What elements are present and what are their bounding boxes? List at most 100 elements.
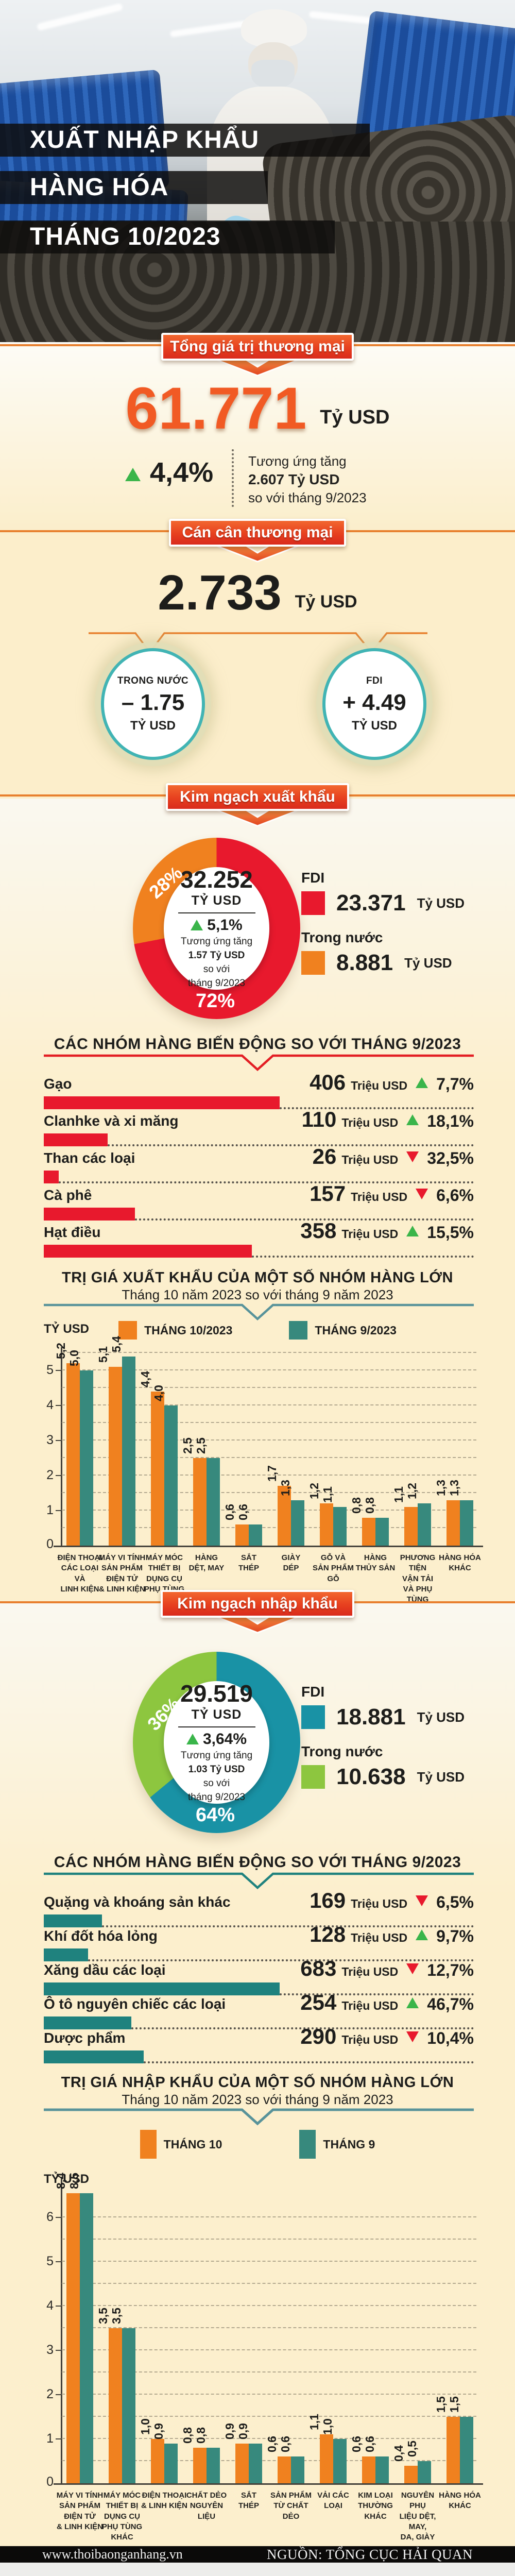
bar-value-label: 1,1 xyxy=(321,1486,334,1503)
commodity-label: Gạo xyxy=(44,1076,72,1092)
commodity-row: Khí đốt hóa lỏng 128 Triệu USD 9,7% xyxy=(44,1924,474,1961)
change-percent: 6,6% xyxy=(436,1186,474,1205)
bar-value-label: 4,0 xyxy=(152,1385,165,1401)
banner-label: Cán cân thương mại xyxy=(182,524,333,541)
legend-domestic-label: Trong nước xyxy=(301,929,383,945)
bar-value-label: 3,5 xyxy=(96,2308,110,2324)
chart-bar xyxy=(320,2434,333,2483)
chart-bar xyxy=(460,1500,473,1546)
commodity-label: Clanhke và xi măng xyxy=(44,1113,179,1129)
domestic-value: 8.881 xyxy=(336,950,393,975)
dotted-divider xyxy=(232,449,234,507)
bracket-line xyxy=(89,632,427,654)
gridline xyxy=(62,2261,476,2262)
dotted-leader xyxy=(280,1107,474,1109)
bar-value-label: 1,2 xyxy=(405,1483,419,1499)
gridline xyxy=(62,2349,476,2350)
export-note-2: so với xyxy=(203,963,230,975)
gridline xyxy=(62,2305,476,2306)
commodity-row: Ô tô nguyên chiếc các loại 254 Triệu USD 46… xyxy=(44,1992,474,2029)
value-unit: Triệu USD xyxy=(341,1227,399,1241)
commodity-row: Dược phẩm 290 Triệu USD 10,4% xyxy=(44,2026,474,2063)
y-tick-mark xyxy=(56,1405,61,1406)
category-label: SẢN PHẨM TỪ CHẤT DẺO xyxy=(270,2491,312,2521)
ceiling-light xyxy=(169,20,248,38)
change-percent: 9,7% xyxy=(436,1927,474,1945)
bar-value-label: 1,3 xyxy=(279,1480,292,1496)
commodity-value: 169 Triệu USD 6,5% xyxy=(310,1890,474,1912)
chart-bar xyxy=(193,2448,207,2483)
value-bar xyxy=(44,1171,59,1183)
category-label: HÀNG DỆT, MAY xyxy=(188,1553,225,1573)
commodity-label: Xăng dầu các loại xyxy=(44,1962,166,1978)
y-tick-mark xyxy=(56,2394,61,2395)
chart-bar xyxy=(193,1458,207,1546)
fdi-unit: TỶ USD xyxy=(351,718,397,733)
value-bar xyxy=(44,1245,252,1258)
up-triangle-icon xyxy=(406,1226,419,1236)
chart-bar xyxy=(122,2328,135,2483)
commodity-row: Xăng dầu các loại 683 Triệu USD 12,7% xyxy=(44,1958,474,1995)
bar-value-label: 5,4 xyxy=(110,1336,123,1352)
total-trade-unit: Tỷ USD xyxy=(320,406,390,428)
chart-bar xyxy=(418,2461,431,2483)
chart-bar xyxy=(418,1503,431,1546)
notch-divider-teal xyxy=(44,2108,474,2126)
bar-value-label: 0,6 xyxy=(265,2436,279,2452)
change-percent: 18,1% xyxy=(427,1112,474,1130)
fdi-swatch xyxy=(301,1705,325,1729)
chart-bar xyxy=(375,1518,389,1546)
chart-bar xyxy=(109,1367,122,1546)
export-donut-center: 32.252 TỶ USD 5,1% Tương ứng tăng 1.57 T… xyxy=(164,867,269,990)
oct-label: THÁNG 10 xyxy=(163,2137,222,2151)
sep-label: THÁNG 9/2023 xyxy=(315,1323,397,1337)
domestic-swatch xyxy=(301,1765,325,1789)
category-label: CHẤT DẺO NGUYÊN LIỆU xyxy=(186,2491,227,2521)
chart-bar xyxy=(375,2456,389,2483)
up-triangle-icon xyxy=(186,1734,199,1744)
y-tick-mark xyxy=(56,2217,61,2218)
value-bar xyxy=(44,2050,144,2063)
commodity-label: Khí đốt hóa lỏng xyxy=(44,1928,158,1944)
trade-balance-unit: Tỷ USD xyxy=(295,592,357,612)
bar-line xyxy=(44,2050,474,2063)
change-percent: 46,7% xyxy=(427,1995,474,2013)
footer-strip xyxy=(0,2563,515,2576)
chart-bar xyxy=(320,1503,333,1546)
chart-bar xyxy=(235,2444,249,2483)
notch-divider-red xyxy=(44,1054,474,1072)
bar-value-label: 1,1 xyxy=(307,2414,321,2430)
headline-bar-3: THÁNG 10/2023 xyxy=(0,221,335,253)
value-unit: Triệu USD xyxy=(351,1079,408,1092)
category-label: VẢI CÁC LOẠI xyxy=(317,2491,349,2511)
import-bar-chart: 1 2 3 4 5 6 0 8,4 3,5 1,0 0,8 0,9 0,6 1,1 0,6 0,4 1,5 8,5… xyxy=(0,2173,515,2489)
export-note-3: tháng 9/2023 xyxy=(188,977,245,989)
gridline xyxy=(62,2416,476,2417)
value-number: 128 xyxy=(310,1922,346,1946)
bar-line xyxy=(44,1208,474,1221)
legend-item-sep: THÁNG 9/2023 xyxy=(289,1321,397,1340)
y-tick-label: 0 xyxy=(46,1537,54,1551)
commodity-row: Than các loại 26 Triệu USD 32,5% xyxy=(44,1146,474,1183)
value-bar xyxy=(44,1208,135,1221)
fdi-label: FDI xyxy=(366,675,383,686)
category-label: SẮT THÉP xyxy=(238,2491,259,2511)
total-trade-value: 61.771 xyxy=(125,376,307,442)
export-change-pct: 5,1% xyxy=(207,916,243,934)
change-percent: 12,7% xyxy=(427,1961,474,1979)
import-chart-subtitle: Tháng 10 năm 2023 so với tháng 9 năm 202… xyxy=(122,2092,393,2107)
chart-bar xyxy=(333,1507,347,1546)
up-triangle-icon xyxy=(125,468,141,481)
value-number: 358 xyxy=(300,1218,337,1243)
bar-value-label: 2,5 xyxy=(181,1437,194,1454)
import-note-value: 1.03 Tỷ USD xyxy=(188,1764,245,1775)
y-tick-label: 0 xyxy=(46,2475,54,2489)
commodity-value: 290 Triệu USD 10,4% xyxy=(300,2026,474,2048)
legend-fdi-row: 23.371 Tỷ USD xyxy=(301,890,487,916)
sep-swatch xyxy=(299,2130,316,2159)
chart-bar xyxy=(362,1518,375,1546)
export-banner: Kim ngạch xuất khẩu xyxy=(166,783,349,811)
banner-label: Kim ngạch nhập khẩu xyxy=(177,1595,338,1612)
footer-source: NGUỒN: TỔNG CỤC HẢI QUAN xyxy=(267,2546,473,2562)
value-bar xyxy=(44,2016,131,2029)
